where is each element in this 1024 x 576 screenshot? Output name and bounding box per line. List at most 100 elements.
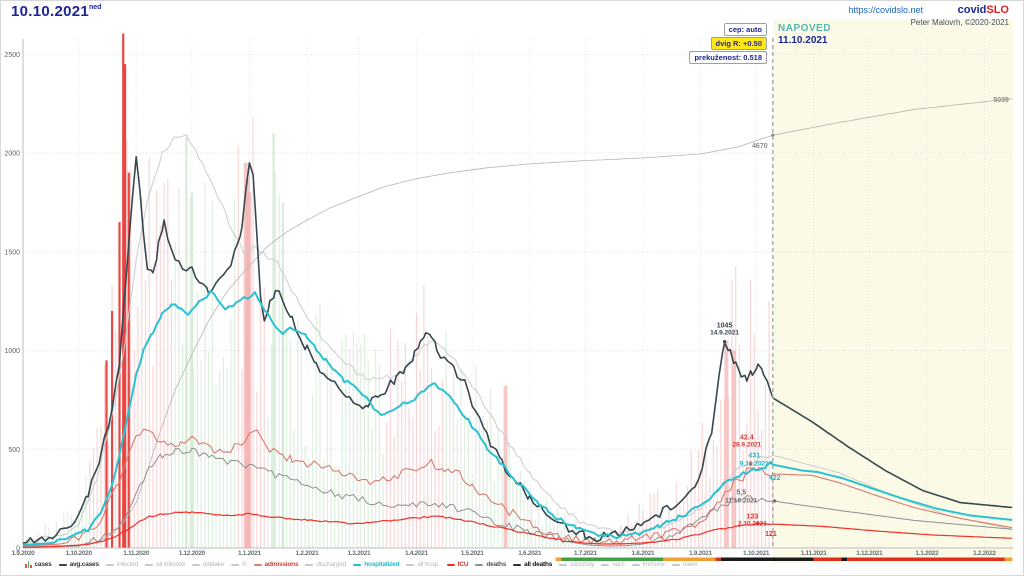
series-legend: cases avg.cases infected all infected odplak… [25, 561, 1015, 568]
legend-dash-icon [58, 563, 67, 566]
forecast-param-box-0[interactable]: cep: auto [723, 23, 767, 36]
y-axis-tick: 1000 [4, 348, 20, 355]
legend-item-all-deaths[interactable]: all deaths [513, 561, 552, 568]
legend-label: avg.cases [69, 561, 99, 568]
legend-item-avg-cases[interactable]: avg.cases [58, 561, 99, 568]
legend-item-naive[interactable]: naive [671, 561, 698, 568]
legend-item-discharged[interactable]: discharged [305, 561, 346, 568]
x-axis-tick: 1.6.2021 [518, 550, 542, 557]
forecast-param-box-2[interactable]: prekuženost: 0.518 [689, 51, 767, 64]
legend-label: naive [682, 561, 698, 568]
current-date: 10.10.2021 [11, 3, 90, 20]
legend-label: R [242, 561, 247, 568]
x-axis-tick: 1.2.2021 [296, 550, 320, 557]
legend-item-all-hosp-[interactable]: all hosp. [406, 561, 440, 568]
series-infected [22, 134, 1013, 545]
site-url-link[interactable]: https://covidslo.net [848, 5, 923, 15]
legend-item-vacc-day[interactable]: vacc/day [559, 561, 594, 568]
brand-logo: covidSLO [958, 4, 1009, 16]
legend-item-hospitalized[interactable]: hospitalized [353, 561, 400, 568]
legend-label: all hosp. [417, 561, 440, 568]
legend-dash-icon [513, 563, 522, 566]
x-axis-tick: 1.3.2021 [347, 550, 371, 557]
x-axis-tick: 1.9.2021 [689, 550, 713, 557]
legend-dash-icon [191, 563, 200, 566]
legend-label: immune [642, 561, 665, 568]
brand-slo: SLO [986, 4, 1009, 16]
series-ICU [22, 511, 1013, 548]
legend-dash-icon [145, 563, 154, 566]
legend-dash-icon [406, 563, 415, 566]
annotation-1045: 1045 14.9.2021 [710, 322, 740, 338]
legend-dash-icon [353, 563, 362, 566]
forecast-date: 11.10.2021 [778, 34, 828, 46]
forecast-region-background [773, 19, 1013, 564]
legend-dash-icon [446, 563, 455, 566]
legend-item-admissions[interactable]: admissions [253, 561, 299, 568]
x-axis-tick: 1.2.2022 [973, 550, 997, 557]
weekday-label: ned [89, 4, 102, 11]
annotation-424: 42.4 28.9.2021 [732, 434, 762, 450]
annotation-422: 422 [768, 475, 781, 483]
series-hospitalized [22, 290, 1013, 546]
x-axis-tick: 1.9.2020 [12, 550, 36, 557]
x-axis-tick: 1.5.2021 [461, 550, 485, 557]
cases-bars-icon [25, 561, 32, 568]
brand-covid: covid [957, 4, 987, 16]
legend-label: admissions [264, 561, 299, 568]
legend-dash-icon [253, 563, 262, 566]
annotation-121: 121 [765, 531, 777, 539]
y-axis-tick: 500 [8, 447, 20, 454]
annotation-55: 5,5 11.10.2021 [725, 489, 758, 505]
annotation-4670: 4670 [752, 143, 768, 151]
forecast-label: NAPOVED [778, 23, 831, 34]
y-axis-tick: 2500 [4, 52, 20, 59]
legend-item-all-infected[interactable]: all infected [145, 561, 185, 568]
legend-item-immune[interactable]: immune [631, 561, 665, 568]
forecast-header: NAPOVED 11.10.2021 [778, 23, 831, 46]
legend-dash-icon [305, 563, 314, 566]
legend-dash-icon [631, 563, 640, 566]
legend-label: vacc [612, 561, 625, 568]
legend-label: ICU [457, 561, 469, 568]
x-axis-tick: 1.11.2020 [123, 550, 150, 557]
legend-dash-icon [105, 563, 114, 566]
x-axis-tick: 1.7.2021 [574, 550, 598, 557]
x-axis-tick: 1.11.2021 [801, 550, 828, 557]
legend-label: deaths [486, 561, 507, 568]
legend-item-infected[interactable]: infected [105, 561, 139, 568]
legend-item-deaths[interactable]: deaths [475, 561, 506, 568]
annotation-431: 431 9.10.2021 [739, 452, 769, 468]
legend-item-vacc[interactable]: vacc [601, 561, 625, 568]
y-axis-tick: 0 [16, 546, 20, 553]
y-axis-tick: 1500 [4, 249, 20, 256]
forecast-param-box-1[interactable]: dvig R: +0.50 [710, 37, 767, 50]
legend-label: discharged [316, 561, 347, 568]
series-all-deaths [22, 98, 1013, 547]
x-axis-tick: 1.1.2021 [238, 550, 262, 557]
legend-label: infected [116, 561, 139, 568]
legend-dash-icon [601, 563, 610, 566]
x-axis-tick: 1.12.2021 [856, 550, 883, 557]
legend-label: odplake [202, 561, 225, 568]
legend-item-cases[interactable]: cases [25, 561, 52, 568]
x-axis-tick: 1.12.2020 [179, 550, 206, 557]
legend-item-ICU[interactable]: ICU [446, 561, 469, 568]
x-axis-tick: 1.4.2021 [405, 550, 429, 557]
x-axis-tick: 1.10.2021 [743, 550, 770, 557]
legend-label: hospitalized [364, 561, 400, 568]
legend-label: all infected [156, 561, 185, 568]
legend-label: all deaths [524, 561, 553, 568]
series-admissions [22, 428, 1013, 547]
legend-item-odplake[interactable]: odplake [191, 561, 225, 568]
annotation-5039: 5039 [993, 96, 1009, 104]
legend-label: vacc/day [570, 561, 595, 568]
legend-item-R[interactable]: R [231, 561, 247, 568]
annotation-123: 123 2.10.2021 [737, 513, 767, 529]
author-credit: Peter Malovrh, ©2020-2021 [910, 18, 1009, 27]
legend-dash-icon [671, 563, 680, 566]
legend-dash-icon [559, 563, 568, 566]
legend-label: cases [34, 561, 52, 568]
